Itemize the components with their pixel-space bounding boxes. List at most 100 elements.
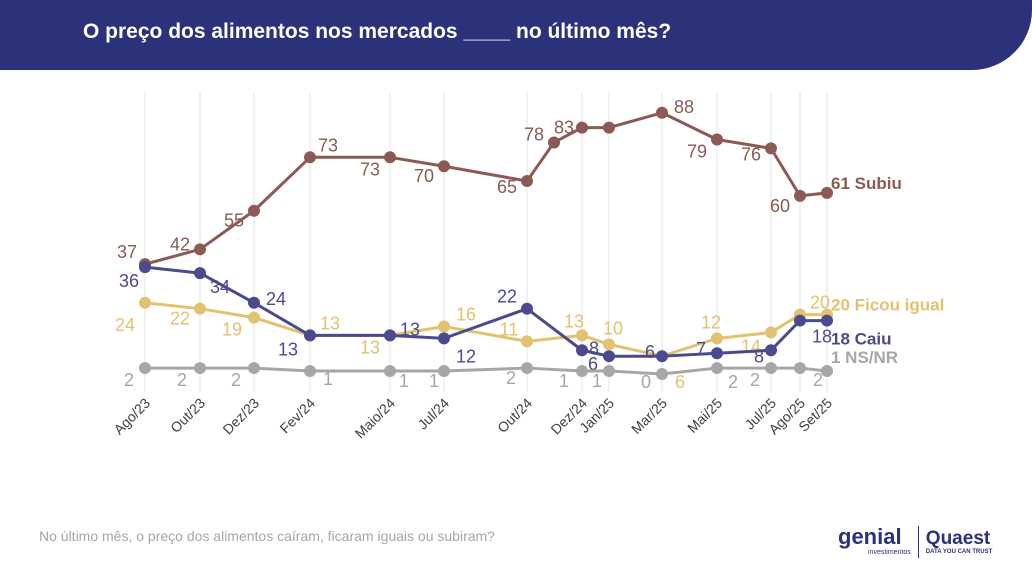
- subiu-data-label: 42: [170, 234, 190, 254]
- nsnr-end-label: 1 NS/NR: [831, 348, 898, 367]
- caiu-point: [794, 314, 806, 327]
- ficou-data-label: 20: [810, 293, 830, 313]
- caiu-point: [576, 344, 588, 357]
- quaest-logo: Quaest DATA YOU CAN TRUST: [925, 527, 993, 555]
- nsnr-point: [765, 362, 777, 375]
- nsnr-point: [139, 362, 151, 375]
- nsnr-data-label: 1: [559, 371, 569, 391]
- subiu-data-label: 65: [497, 177, 517, 197]
- nsnr-data-label: 1: [323, 369, 333, 389]
- subiu-point: [656, 106, 668, 119]
- caiu-data-label: 36: [119, 271, 139, 291]
- subiu-point: [794, 189, 806, 202]
- caiu-point: [248, 296, 260, 309]
- caiu-data-label: 6: [588, 354, 598, 374]
- ficou-point: [603, 338, 615, 351]
- subiu-data-label: 78: [524, 124, 544, 144]
- ficou-data-label: 16: [456, 305, 476, 325]
- ficou-data-label: 10: [603, 318, 623, 338]
- x-tick-label: Mar/25: [628, 395, 670, 437]
- nsnr-data-label: 2: [750, 370, 760, 390]
- subiu-point: [603, 121, 615, 134]
- caiu-data-label: 24: [266, 289, 286, 309]
- caiu-data-label: 7: [696, 339, 706, 359]
- caiu-point: [139, 261, 151, 274]
- nsnr-point: [384, 365, 396, 378]
- caiu-data-label: 8: [589, 338, 599, 358]
- caiu-data-label: 6: [645, 342, 655, 362]
- subiu-point: [384, 151, 396, 164]
- caiu-data-label: 34: [210, 277, 230, 297]
- ficou-data-label: 24: [115, 315, 135, 335]
- ficou-point: [711, 332, 723, 345]
- nsnr-point: [794, 362, 806, 375]
- ficou-data-label: 13: [320, 313, 340, 333]
- subiu-data-label: 70: [414, 166, 434, 186]
- logos: genial investimentos Quaest DATA YOU CAN…: [838, 522, 992, 562]
- caiu-line: [144, 265, 827, 358]
- subiu-data-label: 88: [674, 97, 694, 117]
- x-tick-label: Mai/25: [684, 395, 725, 436]
- caiu-data-label: 13: [400, 319, 420, 339]
- logo-divider: [917, 526, 919, 558]
- caiu-point: [765, 344, 777, 357]
- header-bar: O preço dos alimentos nos mercados ____ …: [0, 0, 1032, 70]
- nsnr-data-label: 2: [728, 372, 738, 392]
- caiu-point: [521, 302, 533, 315]
- x-tick-label: Fev/24: [277, 395, 319, 437]
- nsnr-data-label: 1: [429, 371, 439, 391]
- ficou-point: [521, 335, 533, 348]
- nsnr-point: [576, 365, 588, 378]
- ficou-point: [576, 329, 588, 342]
- ficou-data-label: 13: [360, 337, 380, 357]
- caiu-point: [603, 350, 615, 363]
- subiu-point: [248, 204, 260, 217]
- caiu-point: [438, 332, 450, 345]
- x-tick-label: Jul/24: [414, 395, 452, 433]
- nsnr-point: [656, 368, 668, 380]
- subiu-end-label: 61 Subiu: [831, 174, 902, 193]
- subiu-data-label: 76: [741, 144, 761, 164]
- subiu-data-label: 83: [554, 118, 574, 138]
- ficou-point: [438, 320, 450, 333]
- nsnr-point: [304, 365, 316, 378]
- subiu-data-label: 79: [687, 141, 707, 161]
- nsnr-point: [438, 365, 450, 378]
- subiu-line: [144, 111, 828, 266]
- ficou-point: [248, 311, 260, 324]
- caiu-point: [194, 267, 206, 280]
- footnote: No último mês, o preço dos alimentos caí…: [39, 528, 495, 544]
- caiu-end-label: 18 Caiu: [831, 330, 891, 349]
- caiu-point: [821, 314, 833, 327]
- nsnr-point: [603, 365, 615, 378]
- ficou-line: [144, 301, 827, 358]
- nsnr-data-label: 1: [399, 371, 409, 391]
- ficou-end-label: 20 Ficou igual: [831, 296, 944, 315]
- caiu-point: [384, 329, 396, 342]
- ficou-point: [194, 302, 206, 315]
- subiu-data-label: 60: [770, 196, 790, 216]
- nsnr-data-label: 0: [641, 372, 651, 392]
- x-tick-label: Maio/24: [352, 395, 399, 442]
- x-tick-label: Out/23: [167, 395, 208, 436]
- subiu-point: [438, 160, 450, 173]
- nsnr-point: [248, 362, 260, 375]
- nsnr-point: [711, 362, 723, 375]
- caiu-data-label: 13: [278, 339, 298, 359]
- subiu-point: [194, 243, 206, 256]
- nsnr-data-label: 1: [592, 371, 602, 391]
- ficou-point: [765, 326, 777, 339]
- caiu-data-label: 18: [812, 327, 832, 347]
- subiu-point: [765, 142, 777, 155]
- nsnr-data-label: 2: [177, 370, 187, 390]
- x-tick-label: Ago/23: [110, 395, 153, 438]
- ficou-point: [139, 296, 151, 309]
- x-tick-label: Out/24: [494, 395, 535, 436]
- ficou-data-label: 12: [701, 312, 721, 332]
- ficou-data-label: 19: [222, 320, 242, 340]
- subiu-data-label: 55: [224, 211, 244, 231]
- nsnr-point: [821, 365, 833, 378]
- genial-logo: genial investimentos: [838, 524, 911, 557]
- caiu-data-label: 12: [456, 346, 476, 366]
- line-chart: Ago/23 Out/23 Dez/23 Fev/24 Maio/24 Jul/24 Out…: [110, 92, 944, 442]
